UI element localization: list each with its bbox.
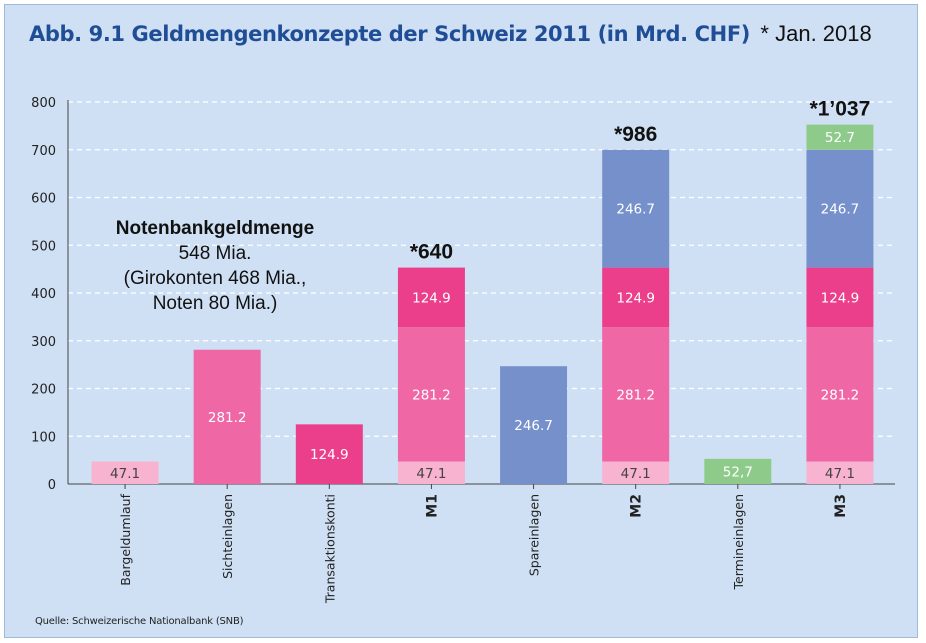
data-label: 47.1 xyxy=(621,466,651,482)
data-label: 52.7 xyxy=(825,130,855,146)
bar-segment-bargeld xyxy=(91,461,159,484)
source-note: Quelle: Schweizerische Nationalbank (SNB… xyxy=(35,616,244,627)
data-label: 246.7 xyxy=(821,202,860,218)
bar-segment-spar xyxy=(500,366,568,484)
y-tick-label: 0 xyxy=(48,478,56,493)
x-tick-label: Sichteinlagen xyxy=(220,494,235,579)
y-tick-label: 800 xyxy=(31,96,56,111)
total-label: *640 xyxy=(410,241,453,264)
bar-segment-bargeld xyxy=(397,461,465,484)
y-tick-label: 300 xyxy=(31,335,56,350)
bar-segment-sicht xyxy=(602,327,670,462)
bar-segment-transaktion xyxy=(295,424,363,484)
chart-title-note: * Jan. 2018 xyxy=(760,21,872,46)
bar-segment-transaktion xyxy=(397,267,465,328)
x-tick-label: Spareinlagen xyxy=(527,494,542,576)
annotation-box: Notenbankgeldmenge 548 Mia. (Girokonten … xyxy=(100,216,330,316)
annotation-line: Noten 80 Mia.) xyxy=(152,293,278,314)
x-tick-label: Transaktionskonti xyxy=(322,494,337,604)
x-tick-label: Termineinlagen xyxy=(731,494,746,590)
y-tick-label: 200 xyxy=(31,383,56,398)
bar-segment-transaktion xyxy=(806,267,874,328)
annotation-line: (Girokonten 468 Mia., xyxy=(123,268,307,289)
data-label: 281.2 xyxy=(208,410,247,426)
data-label: 52,7 xyxy=(723,464,753,480)
data-label: 124.9 xyxy=(310,447,349,463)
data-label: 246.7 xyxy=(616,202,655,218)
data-label: 124.9 xyxy=(821,290,860,306)
data-label: 124.9 xyxy=(616,290,655,306)
data-label: 281.2 xyxy=(821,387,860,403)
bar-segment-bargeld xyxy=(806,461,874,484)
data-label: 124.9 xyxy=(412,290,451,306)
y-tick-label: 600 xyxy=(31,192,56,207)
bar-segment-sicht xyxy=(193,349,261,484)
data-label: 281.2 xyxy=(616,387,655,403)
total-label: *1’037 xyxy=(810,98,871,121)
x-tick-label: M1 xyxy=(424,494,440,518)
data-label: 47.1 xyxy=(825,466,855,482)
y-tick-label: 500 xyxy=(31,239,56,254)
data-label: 281.2 xyxy=(412,387,451,403)
bar-segment-transaktion xyxy=(602,267,670,328)
annotation-title: Notenbankgeldmenge xyxy=(115,218,315,239)
bar-segment-spar xyxy=(806,149,874,268)
y-tick-label: 400 xyxy=(31,287,56,302)
data-label: 47.1 xyxy=(110,466,140,482)
x-tick-label: M3 xyxy=(833,494,849,518)
y-tick-label: 700 xyxy=(31,144,56,159)
x-tick-label: M2 xyxy=(629,494,645,518)
bar-segment-spar xyxy=(602,149,670,268)
bar-segment-bargeld xyxy=(602,461,670,484)
chart-title-row: Abb. 9.1 Geldmengenkonzepte der Schweiz … xyxy=(29,21,872,47)
annotation-line: 548 Mia. xyxy=(178,243,252,264)
bar-segment-termin xyxy=(806,124,874,150)
data-label: 246.7 xyxy=(514,418,553,434)
bar-segment-termin xyxy=(704,458,772,484)
bar-segment-sicht xyxy=(397,327,465,462)
total-label: *986 xyxy=(614,123,657,146)
bar-segment-sicht xyxy=(806,327,874,462)
x-tick-label: Bargeldumlauf xyxy=(118,493,133,585)
y-tick-label: 100 xyxy=(31,430,56,445)
chart-title: Abb. 9.1 Geldmengenkonzepte der Schweiz … xyxy=(29,22,750,46)
data-label: 47.1 xyxy=(416,466,446,482)
